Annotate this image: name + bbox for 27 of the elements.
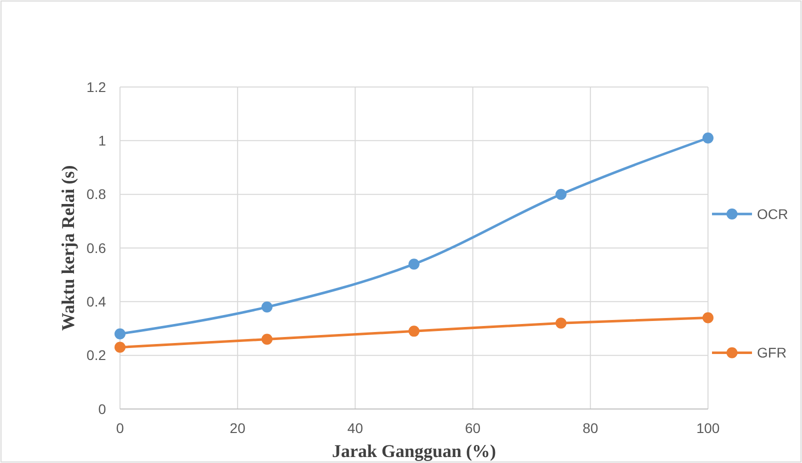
point bbox=[702, 132, 714, 144]
y-tick-label: 1.2 bbox=[86, 78, 106, 95]
x-tick-label: 40 bbox=[347, 420, 364, 436]
x-tick-label: 60 bbox=[465, 420, 481, 436]
point bbox=[114, 342, 126, 353]
y-tick-label: 0.8 bbox=[86, 186, 106, 202]
y-tick-label: 0.2 bbox=[86, 347, 106, 364]
y-tick-label: 0.4 bbox=[86, 294, 106, 310]
x-axis-title: Jarak Gangguan (%) bbox=[332, 441, 496, 461]
point bbox=[408, 258, 420, 270]
point bbox=[556, 188, 566, 200]
y-tick-label: 1 bbox=[98, 132, 106, 149]
point bbox=[114, 328, 126, 340]
x-tick-label: 20 bbox=[230, 420, 246, 436]
legend-label: GFR bbox=[757, 344, 787, 361]
point bbox=[702, 312, 714, 324]
point bbox=[556, 318, 566, 329]
legend-label: OCR bbox=[757, 206, 788, 222]
point bbox=[262, 302, 272, 313]
x-tick-label: 100 bbox=[696, 420, 720, 436]
point bbox=[408, 326, 420, 337]
point bbox=[262, 334, 272, 345]
y-axis-title: Waktu kerja Relai (s) bbox=[58, 165, 78, 331]
y-tick-label: 0.6 bbox=[86, 240, 106, 256]
x-tick-label: 80 bbox=[582, 420, 598, 436]
x-tick-label: 0 bbox=[116, 420, 124, 436]
y-tick-label: 0 bbox=[98, 400, 106, 417]
